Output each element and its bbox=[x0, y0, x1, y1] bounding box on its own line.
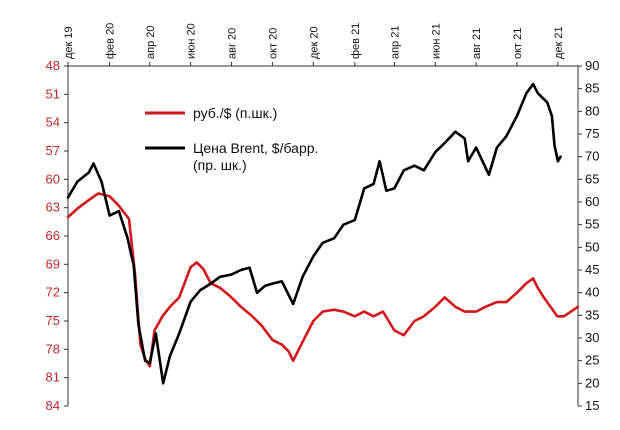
left-tick-label: 63 bbox=[46, 200, 60, 215]
top-tick-label: фев 20 bbox=[105, 23, 117, 59]
right-tick-label: 70 bbox=[585, 149, 599, 164]
right-tick-label: 30 bbox=[585, 330, 599, 345]
right-tick-label: 25 bbox=[585, 353, 599, 368]
legend-label-rub: руб./$ (п.шк.) bbox=[193, 105, 277, 121]
right-tick-label: 65 bbox=[585, 171, 599, 186]
left-tick-label: 84 bbox=[46, 398, 60, 413]
top-axis-ticks: дек 19 фев 20 апр 20 июн 20 авг 20 окт 20 дек … bbox=[63, 23, 565, 66]
right-tick-label: 85 bbox=[585, 81, 599, 96]
right-tick-label: 75 bbox=[585, 126, 599, 141]
left-tick-label: 57 bbox=[46, 143, 60, 158]
series-line-brent bbox=[66, 82, 562, 385]
series-line-rub-usd bbox=[66, 192, 580, 368]
top-tick-label: фев 21 bbox=[350, 23, 362, 59]
left-axis-ticks: 48 51 54 57 60 63 66 69 72 75 78 81 84 bbox=[46, 58, 68, 413]
top-tick-label: июн 21 bbox=[430, 23, 442, 59]
top-tick-label: дек 21 bbox=[553, 26, 565, 59]
top-tick-label: дек 20 bbox=[308, 26, 320, 59]
top-tick-label: дек 19 bbox=[63, 26, 75, 59]
left-tick-label: 81 bbox=[46, 370, 60, 385]
left-tick-label: 54 bbox=[46, 115, 60, 130]
left-tick-label: 60 bbox=[46, 171, 60, 186]
right-tick-label: 20 bbox=[585, 375, 599, 390]
left-tick-label: 66 bbox=[46, 228, 60, 243]
top-tick-label: окт 21 bbox=[512, 28, 524, 59]
right-tick-label: 90 bbox=[585, 58, 599, 73]
right-axis-ticks: 15 20 25 30 35 40 45 50 55 60 65 70 75 80 85 90 bbox=[578, 58, 599, 413]
right-tick-label: 35 bbox=[585, 307, 599, 322]
series-layer bbox=[66, 82, 580, 385]
left-tick-label: 51 bbox=[46, 86, 60, 101]
legend-label-brent: Цена Brent, $/барр. bbox=[193, 140, 318, 156]
legend-label-brent-scale: (пр. шк.) bbox=[193, 157, 247, 173]
left-tick-label: 48 bbox=[46, 58, 60, 73]
right-tick-label: 15 bbox=[585, 398, 599, 413]
legend: руб./$ (п.шк.) Цена Brent, $/барр. (пр. … bbox=[145, 105, 318, 173]
top-tick-label: авг 20 bbox=[227, 28, 239, 59]
right-tick-label: 40 bbox=[585, 285, 599, 300]
top-tick-label: авг 21 bbox=[471, 28, 483, 59]
top-tick-label: апр 21 bbox=[389, 26, 401, 59]
top-tick-label: окт 20 bbox=[267, 28, 279, 59]
left-tick-label: 72 bbox=[46, 285, 60, 300]
left-tick-label: 69 bbox=[46, 256, 60, 271]
left-tick-label: 75 bbox=[46, 313, 60, 328]
right-tick-label: 50 bbox=[585, 239, 599, 254]
top-tick-label: июн 20 bbox=[186, 23, 198, 59]
left-tick-label: 78 bbox=[46, 341, 60, 356]
right-tick-label: 60 bbox=[585, 194, 599, 209]
right-tick-label: 80 bbox=[585, 103, 599, 118]
right-tick-label: 55 bbox=[585, 217, 599, 232]
top-tick-label: апр 20 bbox=[145, 26, 157, 59]
right-tick-label: 45 bbox=[585, 262, 599, 277]
